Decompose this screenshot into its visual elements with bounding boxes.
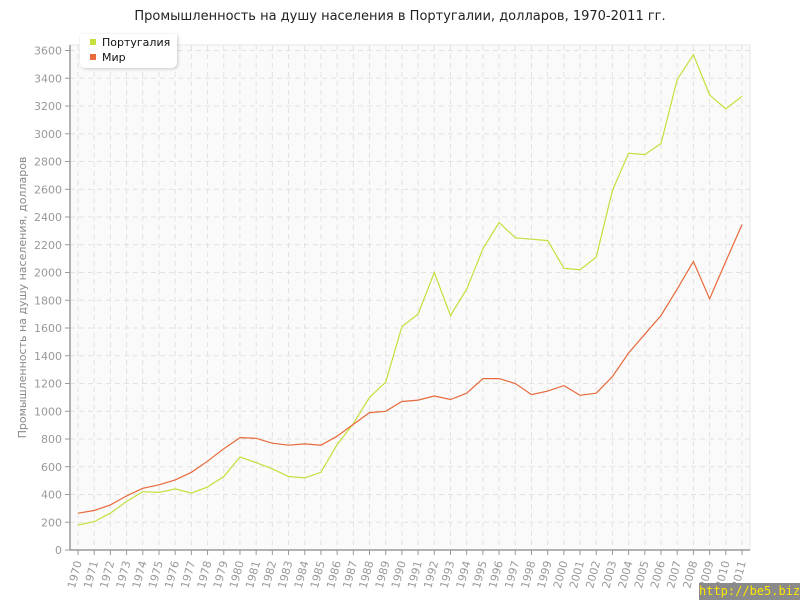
- series-line-portugal: [77, 53, 743, 526]
- y-tick-label: 3600: [34, 45, 62, 58]
- y-axis-label: Промышленность на душу населения, доллар…: [16, 157, 29, 439]
- y-tick-label: 2400: [34, 211, 62, 224]
- legend-label-world: Мир: [102, 51, 126, 64]
- y-tick-label: 3400: [34, 72, 62, 85]
- y-tick-label: 200: [41, 516, 62, 529]
- y-tick-label: 3000: [34, 128, 62, 141]
- legend-item-portugal[interactable]: Португалия: [90, 36, 170, 50]
- y-tick-label: 400: [41, 489, 62, 502]
- chart-title: Промышленность на душу населения в Порту…: [134, 9, 666, 24]
- y-tick-label: 1800: [34, 294, 62, 307]
- y-tick-label: 3200: [34, 100, 62, 113]
- y-tick-label: 2600: [34, 183, 62, 196]
- legend-swatch-portugal: [90, 39, 96, 45]
- watermark[interactable]: http://be5.biz/: [699, 583, 800, 600]
- y-tick-label: 800: [41, 433, 62, 446]
- y-tick-label: 2000: [34, 267, 62, 280]
- y-tick-label: 1400: [34, 350, 62, 363]
- legend-swatch-world: [90, 54, 96, 60]
- y-tick-label: 1000: [34, 405, 62, 418]
- y-tick-label: 2800: [34, 156, 62, 169]
- legend-label-portugal: Португалия: [102, 36, 171, 49]
- legend: Португалия Мир: [80, 34, 177, 68]
- y-tick-label: 0: [55, 544, 62, 557]
- plot-area: [69, 44, 751, 551]
- y-tick-label: 1600: [34, 322, 62, 335]
- series-line-world: [77, 224, 743, 514]
- y-tick-label: 2200: [34, 239, 62, 252]
- y-tick-label: 600: [41, 461, 62, 474]
- y-tick-label: 1200: [34, 378, 62, 391]
- legend-item-world[interactable]: Мир: [90, 51, 126, 65]
